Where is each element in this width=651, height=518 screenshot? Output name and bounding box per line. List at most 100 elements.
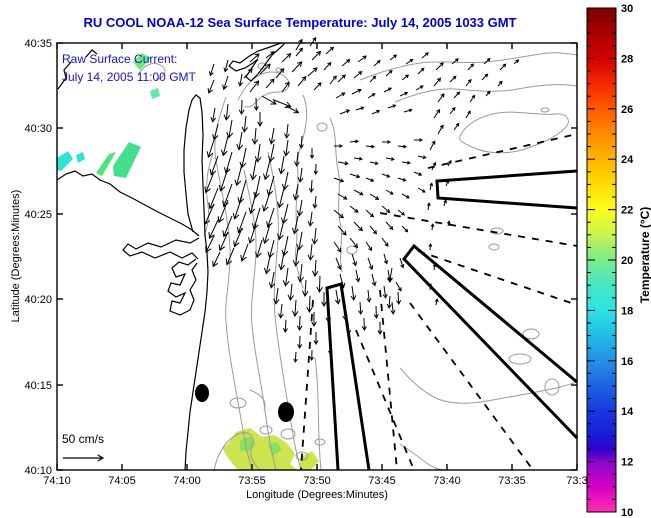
current-vector [367,257,374,271]
current-vector [240,243,249,262]
current-vector [349,237,359,249]
current-vector [339,109,351,115]
current-vector [429,182,434,191]
bathymetry-contour [267,151,302,471]
current-vector [262,223,271,245]
current-vector [397,209,406,216]
current-vector [366,289,372,303]
current-vector [267,239,275,259]
current-vector [428,243,433,251]
colorbar-tick-label: 18 [621,305,633,317]
current-vector [218,231,229,252]
current-vector [226,119,234,139]
current-vector [309,349,314,362]
current-vector [225,247,235,266]
current-vector [238,99,245,116]
coastline [56,42,286,471]
x-tick-label: 73:35 [498,475,526,487]
current-vector [285,105,300,114]
current-vector [333,177,345,183]
current-vector [426,202,431,211]
station-dot [278,402,294,422]
current-vector [369,193,380,200]
current-vector [367,93,376,99]
bathymetry-contour [280,428,296,440]
current-vector [349,205,359,213]
current-vector [513,59,520,65]
current-vector [268,127,276,145]
current-vector [467,63,475,71]
current-vector [307,243,315,261]
current-vector [253,175,261,199]
annotation-raw-surface-current: Raw Surface Current: [62,52,178,66]
current-vector [430,223,435,231]
current-vector [266,175,275,197]
current-vector [353,189,364,196]
current-vector [453,122,460,131]
current-vector [337,225,347,236]
current-vector [307,211,314,227]
current-vector [401,160,411,165]
current-vector [353,156,363,161]
current-vector [377,322,383,335]
dashed-bearing-line [409,302,534,471]
current-vector [381,237,389,247]
current-vector [224,151,233,175]
current-vector [355,269,361,283]
current-vector [239,147,247,169]
current-vector [401,74,410,81]
current-vector [443,199,447,207]
scale-arrow [63,454,105,462]
current-vector [349,139,359,144]
colorbar-tick-label: 28 [621,53,633,65]
current-vector [277,219,285,241]
current-vector [222,75,229,91]
coastline-path [167,258,198,316]
current-vector [301,279,309,298]
colorbar-tick-label: 22 [621,205,633,217]
current-vector [298,135,304,150]
current-vector [309,36,317,47]
current-vector [321,292,327,308]
bathymetry-contour [540,107,550,113]
current-vector [385,69,393,77]
current-vector [449,106,456,115]
current-vector [292,183,300,201]
current-vector [385,157,395,161]
current-vector [281,171,289,191]
current-vector [383,253,389,265]
x-tick-label: 73:55 [238,475,266,487]
current-vector [323,61,332,71]
current-vector [396,291,402,306]
current-vector [485,90,491,97]
current-vector [399,257,405,269]
current-vector [465,78,472,87]
y-axis-label: Latitude (Degrees:Minutes) [10,189,22,323]
bathymetry-contour [243,169,277,471]
x-tick-label: 74:00 [173,475,201,487]
current-vector [218,167,229,192]
bathymetry-contour [459,111,569,154]
bathymetry-contour [137,63,166,81]
current-vector [306,295,313,314]
colorbar-tick-label: 20 [621,255,633,267]
current-vector [434,298,439,306]
dashed-bearing-line [379,212,578,247]
current-vector [334,144,344,148]
current-vector [291,215,299,235]
current-vector [497,80,503,87]
current-vector [365,144,375,149]
current-vector [447,159,452,167]
current-vector [277,187,285,209]
x-tick-label: 73:45 [368,475,396,487]
current-vector [291,61,303,73]
current-vector [381,173,391,178]
sst-patch [76,152,85,163]
bathymetry-contour [229,397,247,409]
current-vector [251,127,259,145]
current-vector [351,253,358,267]
colorbar-tick-label: 10 [621,507,633,518]
current-vector [254,143,262,163]
current-vector [204,171,215,194]
